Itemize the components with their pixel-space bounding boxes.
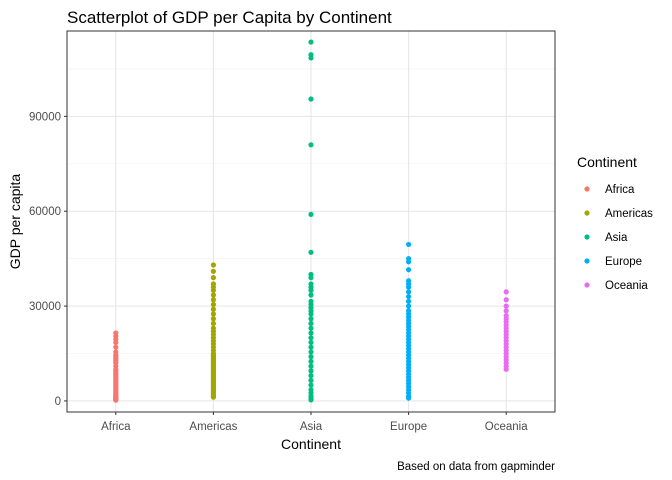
- x-tick-label: Oceania: [485, 421, 528, 433]
- data-point: [503, 308, 509, 314]
- series-americas: [210, 262, 216, 400]
- data-point: [308, 298, 314, 304]
- series-asia: [308, 39, 314, 403]
- data-point: [308, 316, 314, 322]
- legend-item-americas: Americas: [584, 208, 653, 220]
- data-point: [308, 368, 314, 374]
- x-tick-label: Americas: [189, 421, 237, 433]
- data-point: [308, 387, 314, 393]
- legend-key: [584, 186, 590, 192]
- data-point: [406, 293, 412, 300]
- legend-item-europe: Europe: [584, 256, 642, 268]
- data-point: [210, 320, 216, 327]
- scatter-points: [113, 39, 509, 403]
- x-axis-title: Continent: [281, 436, 341, 452]
- data-point: [210, 275, 216, 281]
- data-point: [406, 241, 412, 248]
- data-point: [210, 281, 216, 287]
- data-point: [406, 256, 412, 262]
- data-point: [210, 306, 216, 312]
- data-point: [210, 311, 216, 317]
- data-point: [308, 349, 314, 355]
- axes: 0 30000 60000 90000 Africa Americas Asia Europe…: [29, 111, 528, 433]
- data-point: [113, 330, 119, 336]
- data-point: [308, 271, 314, 278]
- data-point: [308, 39, 314, 45]
- data-point: [308, 344, 314, 350]
- data-point: [210, 316, 216, 322]
- x-tick-label: Europe: [390, 421, 427, 433]
- data-point: [406, 303, 412, 309]
- data-point: [503, 289, 509, 295]
- data-point: [308, 52, 314, 58]
- data-point: [308, 382, 314, 388]
- data-point: [210, 325, 216, 331]
- x-tick-label: Africa: [101, 421, 131, 433]
- legend-item-africa: Africa: [584, 184, 635, 196]
- data-point: [503, 312, 509, 319]
- chart-title: Scatterplot of GDP per Capita by Contine…: [67, 8, 392, 27]
- data-point: [308, 325, 314, 331]
- data-point: [308, 354, 314, 360]
- data-point: [308, 96, 314, 102]
- data-point: [406, 298, 412, 304]
- data-point: [308, 339, 314, 346]
- legend-label: Americas: [605, 208, 653, 220]
- data-point: [210, 262, 216, 268]
- legend-key: [584, 258, 590, 264]
- legend-item-oceania: Oceania: [584, 280, 648, 292]
- legend-label: Europe: [605, 256, 642, 268]
- data-point: [308, 249, 314, 255]
- legend-label: Oceania: [605, 280, 648, 292]
- data-point: [308, 292, 314, 298]
- data-point: [308, 142, 314, 148]
- legend-item-asia: Asia: [584, 232, 628, 244]
- y-tick-label: 60000: [29, 206, 61, 218]
- data-point: [113, 344, 119, 350]
- data-point: [308, 373, 314, 379]
- chart-caption: Based on data from gapminder: [397, 461, 555, 473]
- data-point: [210, 268, 216, 274]
- y-tick-label: 0: [55, 396, 61, 408]
- series-oceania: [503, 289, 509, 372]
- legend: Continent Africa Americas Asia Europe Oceani…: [577, 154, 653, 292]
- data-point: [308, 363, 314, 369]
- legend-label: Africa: [605, 184, 635, 196]
- data-point: [308, 281, 314, 287]
- data-point: [503, 297, 509, 303]
- data-point: [210, 301, 216, 308]
- data-point: [503, 303, 509, 309]
- data-point: [406, 308, 412, 314]
- legend-key: [584, 282, 590, 288]
- data-point: [113, 349, 119, 355]
- data-point: [308, 377, 314, 383]
- data-point: [308, 335, 314, 341]
- data-point: [308, 358, 314, 365]
- x-tick-label: Asia: [300, 421, 323, 433]
- data-point: [406, 289, 412, 295]
- data-point: [406, 267, 412, 273]
- y-axis-title: GDP per capita: [7, 174, 23, 270]
- series-europe: [406, 241, 412, 401]
- legend-key: [584, 234, 590, 240]
- series-africa: [113, 330, 119, 403]
- legend-label: Asia: [605, 232, 628, 244]
- data-point: [406, 278, 412, 284]
- data-point: [308, 320, 314, 327]
- y-tick-label: 30000: [29, 301, 61, 313]
- data-point: [210, 292, 216, 298]
- data-point: [210, 297, 216, 303]
- data-point: [308, 211, 314, 217]
- legend-title: Continent: [577, 154, 637, 170]
- y-tick-label: 90000: [29, 111, 61, 123]
- data-point: [308, 330, 314, 336]
- legend-key: [584, 210, 590, 216]
